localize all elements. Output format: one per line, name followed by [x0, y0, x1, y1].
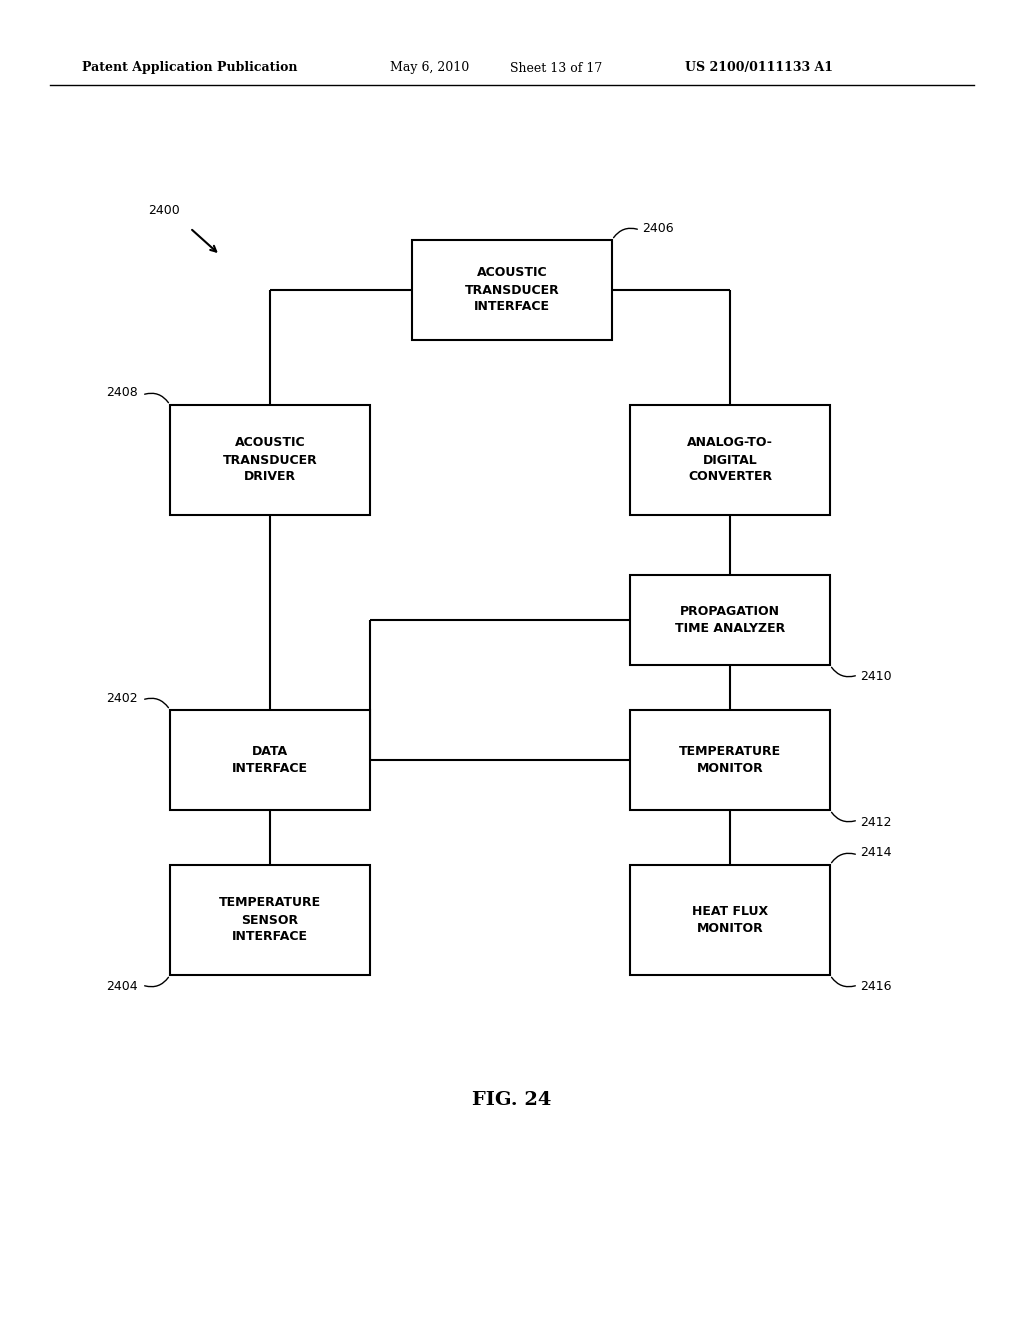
Text: 2412: 2412	[860, 816, 892, 829]
Text: 2402: 2402	[106, 692, 138, 705]
Bar	[630, 405, 830, 515]
Text: PROPAGATION
TIME ANALYZER: PROPAGATION TIME ANALYZER	[675, 605, 785, 635]
Text: 2404: 2404	[106, 981, 138, 994]
Text: 2414: 2414	[860, 846, 892, 859]
Text: 2410: 2410	[860, 671, 892, 684]
Text: Sheet 13 of 17: Sheet 13 of 17	[510, 62, 602, 74]
Text: DATA
INTERFACE: DATA INTERFACE	[232, 744, 308, 775]
Text: US 2100/0111133 A1: US 2100/0111133 A1	[685, 62, 833, 74]
Text: ACOUSTIC
TRANSDUCER
INTERFACE: ACOUSTIC TRANSDUCER INTERFACE	[465, 267, 559, 314]
Bar	[630, 710, 830, 810]
Text: 2400: 2400	[148, 203, 180, 216]
Text: FIG. 24: FIG. 24	[472, 1092, 552, 1109]
Text: TEMPERATURE
SENSOR
INTERFACE: TEMPERATURE SENSOR INTERFACE	[219, 896, 322, 944]
Text: ANALOG-TO-
DIGITAL
CONVERTER: ANALOG-TO- DIGITAL CONVERTER	[687, 437, 773, 483]
Bar	[412, 240, 612, 341]
Text: 2416: 2416	[860, 981, 892, 994]
Bar	[170, 865, 370, 975]
Text: TEMPERATURE
MONITOR: TEMPERATURE MONITOR	[679, 744, 781, 775]
Text: HEAT FLUX
MONITOR: HEAT FLUX MONITOR	[692, 906, 768, 935]
Text: 2408: 2408	[106, 387, 138, 400]
Text: ACOUSTIC
TRANSDUCER
DRIVER: ACOUSTIC TRANSDUCER DRIVER	[222, 437, 317, 483]
Bar	[170, 710, 370, 810]
Bar	[170, 405, 370, 515]
Text: May 6, 2010: May 6, 2010	[390, 62, 469, 74]
Text: Patent Application Publication: Patent Application Publication	[82, 62, 298, 74]
Bar	[630, 576, 830, 665]
Text: 2406: 2406	[642, 222, 674, 235]
Bar	[630, 865, 830, 975]
